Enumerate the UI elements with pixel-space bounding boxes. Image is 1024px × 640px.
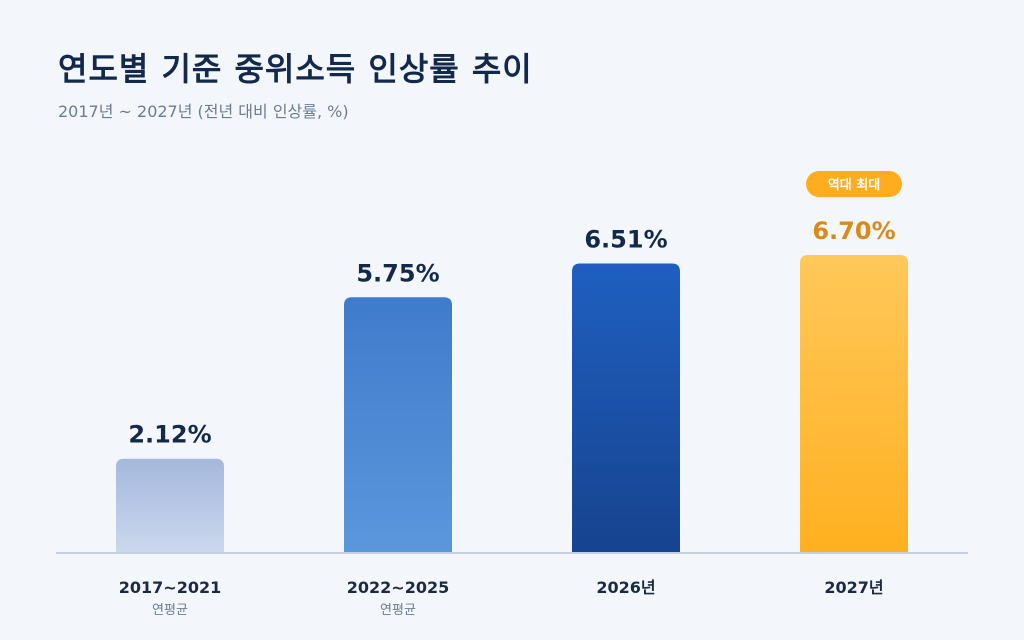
- record-high-badge: [806, 171, 902, 197]
- category-label-3: 2026년: [596, 578, 655, 597]
- record-high-badge-label: 역대 최대: [828, 177, 880, 193]
- category-label-1: 2017~2021: [119, 578, 221, 597]
- value-label-3: 6.51%: [584, 225, 667, 253]
- value-label-4: 6.70%: [812, 217, 895, 245]
- category-sublabel-1: 연평균: [152, 603, 188, 618]
- chart-subtitle: 2017년 ~ 2027년 (전년 대비 인상률, %): [58, 102, 349, 121]
- bar-3: [572, 263, 680, 553]
- bar-4: [800, 255, 908, 553]
- value-label-1: 2.12%: [128, 421, 211, 449]
- value-label-2: 5.75%: [356, 259, 439, 287]
- category-label-4: 2027년: [824, 578, 883, 597]
- bar-1: [116, 458, 224, 553]
- bar-2: [344, 297, 452, 553]
- category-label-2: 2022~2025: [347, 578, 449, 597]
- chart-title: 연도별 기준 중위소득 인상률 추이: [58, 50, 533, 88]
- category-sublabel-2: 연평균: [380, 603, 416, 618]
